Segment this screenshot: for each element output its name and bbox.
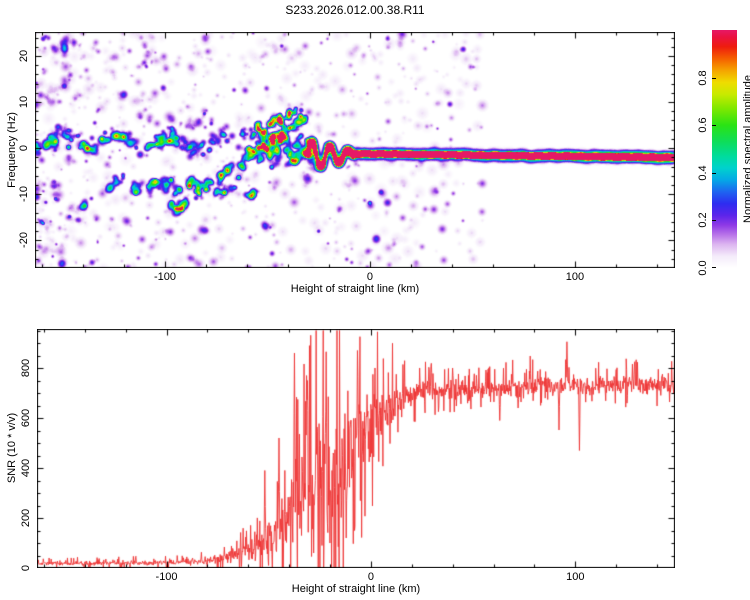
spectrogram-y-tick-label: 20	[18, 49, 30, 63]
figure-title: S233.2026.012.00.38.R11	[285, 3, 425, 17]
snr-xlabel: Height of straight line (km)	[291, 583, 421, 595]
snr-panel	[37, 329, 675, 568]
colorbar-gradient	[712, 30, 737, 268]
snr-y-tick-label: 800	[20, 358, 32, 378]
colorbar-tick-label: 0.0	[697, 260, 709, 276]
spectrogram-x-tick-label: 0	[366, 271, 374, 283]
spectrogram-y-tick-label: -20	[18, 232, 30, 249]
spectrogram-xlabel: Height of straight line (km)	[290, 283, 420, 295]
snr-ylabel: SNR (10 * v/v)	[6, 412, 18, 484]
snr-y-tick-label: 400	[20, 458, 32, 478]
snr-x-tick-label: 0	[367, 571, 374, 583]
spectrogram-y-tick-label: 10	[18, 95, 30, 109]
colorbar-tick-label: 0.2	[697, 212, 709, 229]
colorbar-tick-label: 0.8	[697, 69, 709, 86]
colorbar-tick-mark	[712, 267, 716, 268]
snr-x-tick-label: 100	[566, 571, 585, 583]
snr-x-tick-label: -100	[155, 571, 178, 583]
snr-y-tick-label: 0	[20, 564, 32, 572]
spectrogram-y-tick-label: 0	[18, 145, 30, 152]
colorbar-tick-mark	[712, 125, 716, 126]
spectrogram-ylabel: Frequency (Hz)	[6, 112, 18, 188]
colorbar-tick-mark	[712, 78, 716, 79]
spectrogram-x-tick-label: -100	[153, 271, 176, 283]
colorbar-tick-label: 0.4	[697, 165, 709, 181]
spectrogram-y-tick-label: -10	[18, 186, 30, 203]
snr-y-tick-label: 600	[20, 408, 32, 428]
colorbar-tick-mark	[712, 220, 716, 221]
colorbar-label: Normalized spectral amplitude	[742, 75, 750, 223]
snr-y-tick-label: 200	[20, 508, 32, 528]
colorbar-tick-mark	[712, 173, 716, 174]
spectrogram-x-tick-label: 100	[565, 271, 585, 283]
spectrogram-panel	[35, 32, 675, 268]
colorbar-tick-label: 0.6	[697, 117, 709, 133]
